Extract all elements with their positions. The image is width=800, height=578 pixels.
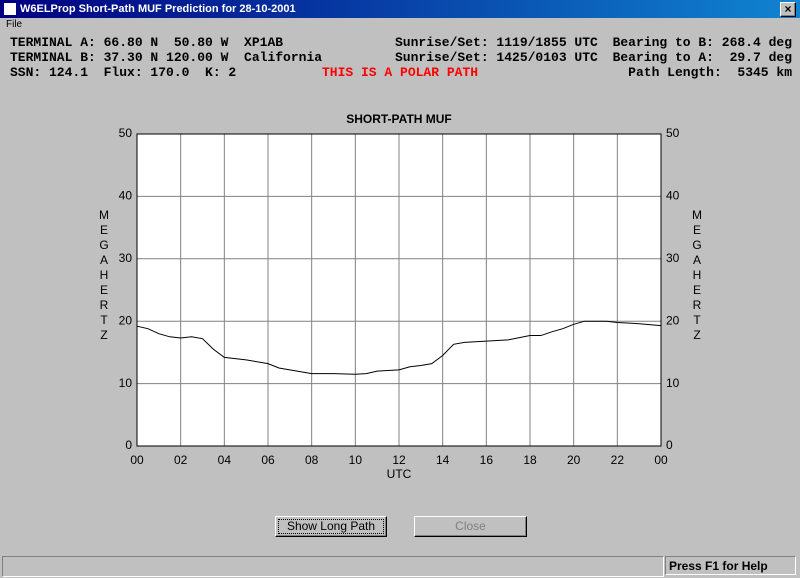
info-text: Bearing to B: 268.4 deg (612, 35, 792, 50)
y-tick-label: 10 (119, 376, 133, 390)
close-x[interactable]: × (780, 2, 796, 17)
y-tick-label-right: 50 (666, 126, 680, 140)
muf-line (136, 320, 662, 375)
x-tick-label: 10 (349, 453, 363, 467)
info-text: Bearing to A: 29.7 deg (612, 50, 792, 65)
x-tick-label: 18 (523, 453, 537, 467)
show-long-path-button[interactable]: Show Long Path (275, 516, 387, 537)
x-tick-label: 12 (392, 453, 406, 467)
y-tick-label-right: 10 (666, 376, 680, 390)
app-icon (4, 3, 16, 15)
y-tick-label-right: 0 (666, 438, 673, 452)
x-tick-label: 06 (261, 453, 275, 467)
y-axis-label-right: MEGAHERTZ (692, 208, 702, 342)
info-text: TERMINAL A: 66.80 N 50.80 W XP1AB (10, 35, 284, 50)
y-tick-label-right: 40 (666, 189, 680, 203)
status-help: Press F1 for Help (665, 556, 796, 575)
y-tick-label: 0 (125, 438, 132, 452)
x-tick-label: 22 (611, 453, 625, 467)
x-tick-label: 00 (130, 453, 144, 467)
y-tick-label: 20 (119, 313, 133, 327)
title-bar: W6ELProp Short-Path MUF Prediction for 2… (0, 0, 800, 18)
y-tick-label-right: 20 (666, 313, 680, 327)
y-tick-label: 30 (119, 251, 133, 265)
x-tick-label: 00 (654, 453, 668, 467)
info-text: Sunrise/Set: 1425/0103 UTC (395, 50, 598, 65)
y-axis-label: MEGAHERTZ (99, 208, 109, 342)
info-text: SSN: 124.1 Flux: 170.0 K: 2 (10, 65, 237, 80)
window-title: W6ELProp Short-Path MUF Prediction for 2… (20, 3, 296, 15)
x-tick-label: 20 (567, 453, 581, 467)
close-button[interactable]: Close (414, 516, 527, 537)
x-tick-label: 04 (218, 453, 232, 467)
info-text: Path Length: 5345 km (628, 65, 792, 80)
x-tick-label: 16 (480, 453, 494, 467)
info-text: THIS IS A POLAR PATH (322, 65, 479, 80)
info-text: Sunrise/Set: 1119/1855 UTC (395, 35, 598, 50)
x-tick-label: 08 (305, 453, 319, 467)
x-tick-label: 14 (436, 453, 450, 467)
chart-title: SHORT-PATH MUF (346, 112, 452, 126)
y-tick-label: 50 (119, 126, 133, 140)
status-pane (2, 556, 664, 577)
x-tick-label: 02 (174, 453, 188, 467)
x-axis-label: UTC (387, 467, 412, 481)
plot-border (136, 133, 662, 447)
menu-file[interactable]: File (6, 19, 23, 30)
y-tick-label: 40 (119, 189, 133, 203)
info-text: TERMINAL B: 37.30 N 120.00 W California (10, 50, 323, 65)
y-tick-label-right: 30 (666, 251, 680, 265)
